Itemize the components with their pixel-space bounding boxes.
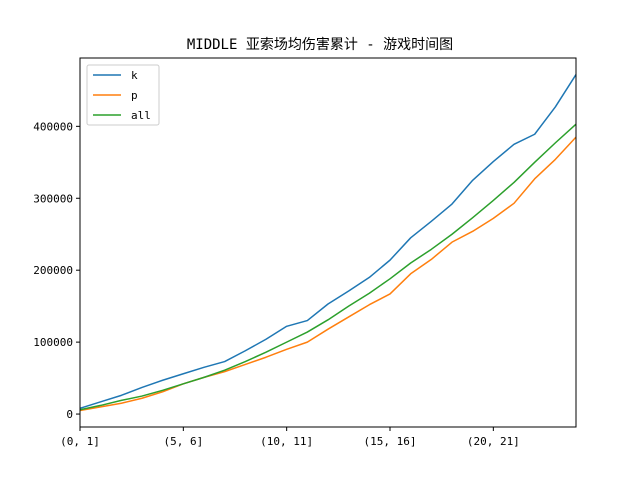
x-tick-label: (20, 21] <box>467 435 520 448</box>
y-tick-label: 100000 <box>33 336 73 349</box>
x-tick-label: (5, 6] <box>163 435 203 448</box>
x-axis-ticks: (0, 1] (5, 6] (10, 11] (15, 16] (20, 21] <box>60 427 520 448</box>
chart-title: MIDDLE 亚索场均伤害累计 - 游戏时间图 <box>187 36 453 53</box>
x-tick-label: (10, 11] <box>260 435 313 448</box>
y-axis-ticks: 0 100000 200000 300000 400000 <box>33 120 80 421</box>
y-tick-label: 0 <box>66 408 73 421</box>
y-tick-label: 200000 <box>33 264 73 277</box>
x-tick-label: (0, 1] <box>60 435 100 448</box>
x-tick-label: (15, 16] <box>364 435 417 448</box>
legend-label-p: p <box>131 89 138 102</box>
y-tick-label: 400000 <box>33 120 73 133</box>
legend-label-all: all <box>131 109 151 122</box>
legend: k p all <box>87 65 159 125</box>
y-tick-label: 300000 <box>33 192 73 205</box>
legend-label-k: k <box>131 69 138 82</box>
